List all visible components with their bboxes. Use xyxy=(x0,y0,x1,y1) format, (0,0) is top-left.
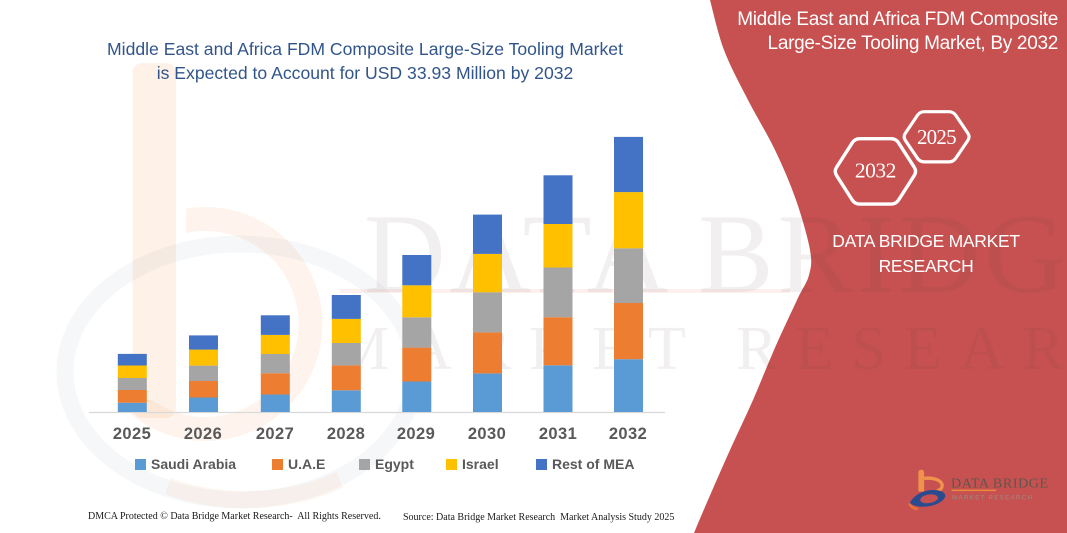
svg-text:DATA BRIDGE: DATA BRIDGE xyxy=(951,477,1049,492)
svg-text:MARKET RESEARCH: MARKET RESEARCH xyxy=(952,495,1033,502)
svg-text:2032: 2032 xyxy=(855,159,896,183)
svg-text:2025: 2025 xyxy=(917,125,956,149)
